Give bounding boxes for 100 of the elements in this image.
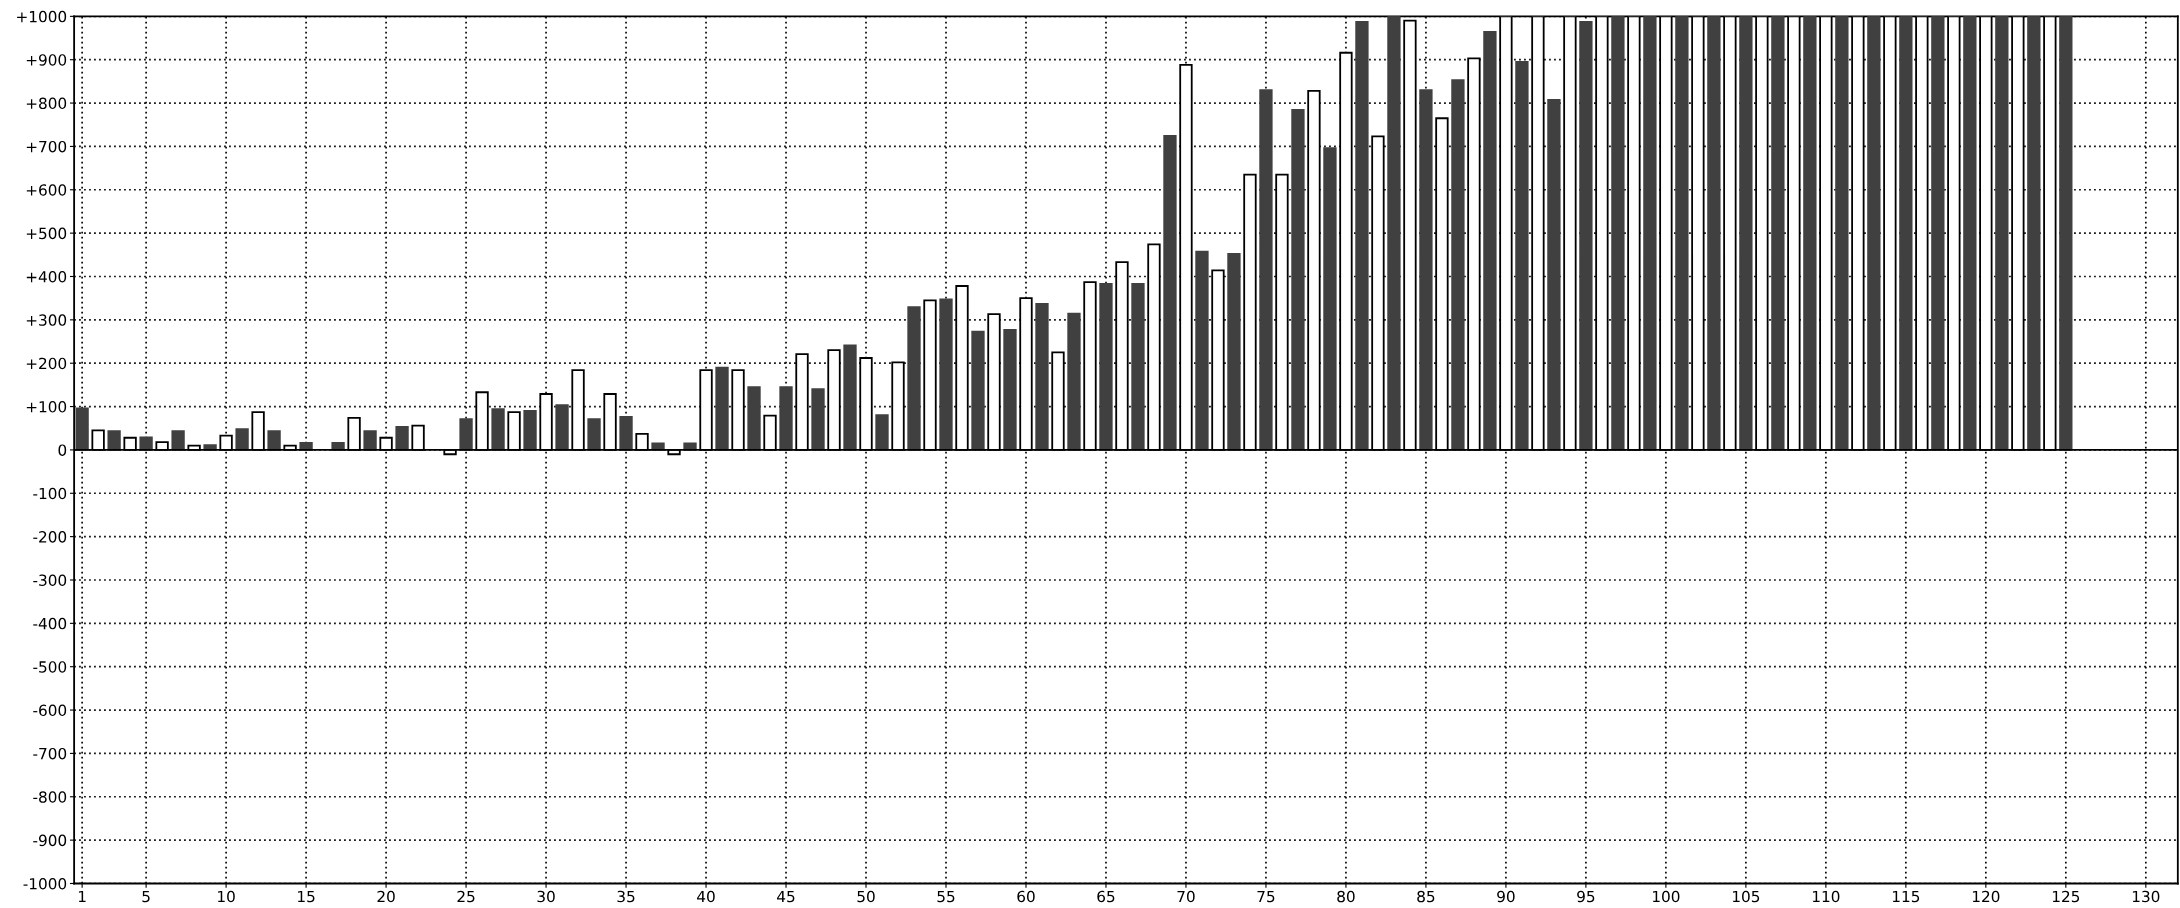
bar <box>843 344 857 451</box>
bar <box>1419 89 1433 451</box>
x-tick-label: 65 <box>1097 890 1115 903</box>
x-tick-label: 40 <box>697 890 715 903</box>
x-tick-label: 20 <box>377 890 395 903</box>
bar <box>1515 60 1529 451</box>
x-tick-label: 30 <box>537 890 555 903</box>
x-tick-label: 1 <box>78 890 86 903</box>
bar <box>1323 147 1337 451</box>
x-tick-label: 110 <box>1812 890 1840 903</box>
y-tick-label: +700 <box>26 140 67 153</box>
bar <box>523 409 537 451</box>
x-tick-label: 15 <box>298 890 315 903</box>
x-tick-label: 55 <box>937 890 955 903</box>
bar <box>2027 16 2041 451</box>
y-tick-label: 0 <box>58 444 67 456</box>
bar <box>1227 253 1241 451</box>
bar <box>1803 16 1817 451</box>
y-tick-label: +1000 <box>17 10 67 23</box>
x-tick-label: 90 <box>1497 890 1515 903</box>
bar <box>1195 250 1209 451</box>
bar <box>907 306 921 451</box>
y-tick-label: -900 <box>33 834 67 847</box>
bar <box>459 418 473 451</box>
bar <box>1675 16 1689 451</box>
bar <box>555 404 569 451</box>
bar <box>1003 328 1017 451</box>
bar <box>1163 135 1177 451</box>
bar <box>2059 16 2073 451</box>
y-tick-label: +800 <box>26 97 67 110</box>
bar <box>1771 16 1785 451</box>
x-tick-label: 95 <box>1577 890 1595 903</box>
bar <box>1099 282 1113 451</box>
x-tick-label: 10 <box>218 890 235 903</box>
bar <box>971 330 985 451</box>
bar <box>1131 282 1145 451</box>
y-tick-label: +400 <box>26 270 67 283</box>
y-tick-label: -1000 <box>23 877 67 890</box>
y-tick-label: +300 <box>26 314 67 326</box>
bar <box>1035 302 1049 451</box>
bar <box>1451 79 1465 451</box>
bar <box>1067 312 1081 451</box>
x-tick-label: 60 <box>1017 890 1035 903</box>
x-tick-label: 120 <box>1972 890 2000 903</box>
bar <box>1611 16 1625 451</box>
bar <box>491 408 505 451</box>
bar <box>267 430 281 451</box>
bar <box>1995 16 2009 451</box>
x-tick-label: 35 <box>617 890 635 903</box>
bar <box>363 430 377 451</box>
bar <box>939 298 953 451</box>
bar <box>587 418 601 451</box>
y-tick-label: -100 <box>33 487 67 500</box>
x-tick-label: 130 <box>2132 890 2160 903</box>
y-tick-label: +200 <box>26 357 67 370</box>
bar <box>1643 16 1657 451</box>
y-tick-label: -400 <box>33 617 67 630</box>
bar <box>1291 109 1305 451</box>
bar <box>75 407 89 451</box>
x-tick-label: 70 <box>1177 890 1195 903</box>
bar <box>1739 16 1753 451</box>
bar <box>875 414 889 451</box>
x-tick-label: 25 <box>457 890 475 903</box>
x-tick-label: 80 <box>1337 890 1355 903</box>
bar <box>1355 21 1369 451</box>
bar <box>395 426 409 451</box>
bar <box>1387 16 1401 451</box>
y-tick-label: -700 <box>33 747 67 760</box>
y-tick-label: +100 <box>26 401 67 413</box>
x-tick-label: 50 <box>857 890 875 903</box>
y-tick-label: -600 <box>33 704 67 717</box>
bar <box>619 416 633 451</box>
y-tick-label: +500 <box>26 227 67 240</box>
y-tick-label: -300 <box>33 574 67 587</box>
bar <box>107 430 121 451</box>
bar <box>235 428 249 451</box>
bar <box>779 386 793 451</box>
x-tick-label: 125 <box>2052 890 2080 903</box>
y-tick-label: +900 <box>26 54 67 66</box>
y-tick-label: +600 <box>26 184 67 196</box>
bar <box>747 386 761 451</box>
bar <box>139 436 153 451</box>
y-tick-label: -500 <box>33 661 67 673</box>
x-tick-label: 5 <box>142 890 150 903</box>
bar <box>811 388 825 451</box>
bar <box>1707 16 1721 451</box>
x-tick-label: 45 <box>777 890 795 903</box>
bar <box>1547 99 1561 451</box>
bar <box>171 430 185 451</box>
y-tick-label: -200 <box>33 531 67 543</box>
x-tick-label: 100 <box>1652 890 1680 903</box>
bar <box>1963 16 1977 451</box>
x-tick-label: 115 <box>1892 890 1920 903</box>
bar <box>715 366 729 451</box>
bar <box>1259 89 1273 451</box>
y-tick-label: -800 <box>33 791 67 803</box>
bar <box>1899 16 1913 451</box>
bar <box>1835 16 1849 451</box>
bar <box>1931 16 1945 451</box>
bar <box>1483 31 1497 451</box>
